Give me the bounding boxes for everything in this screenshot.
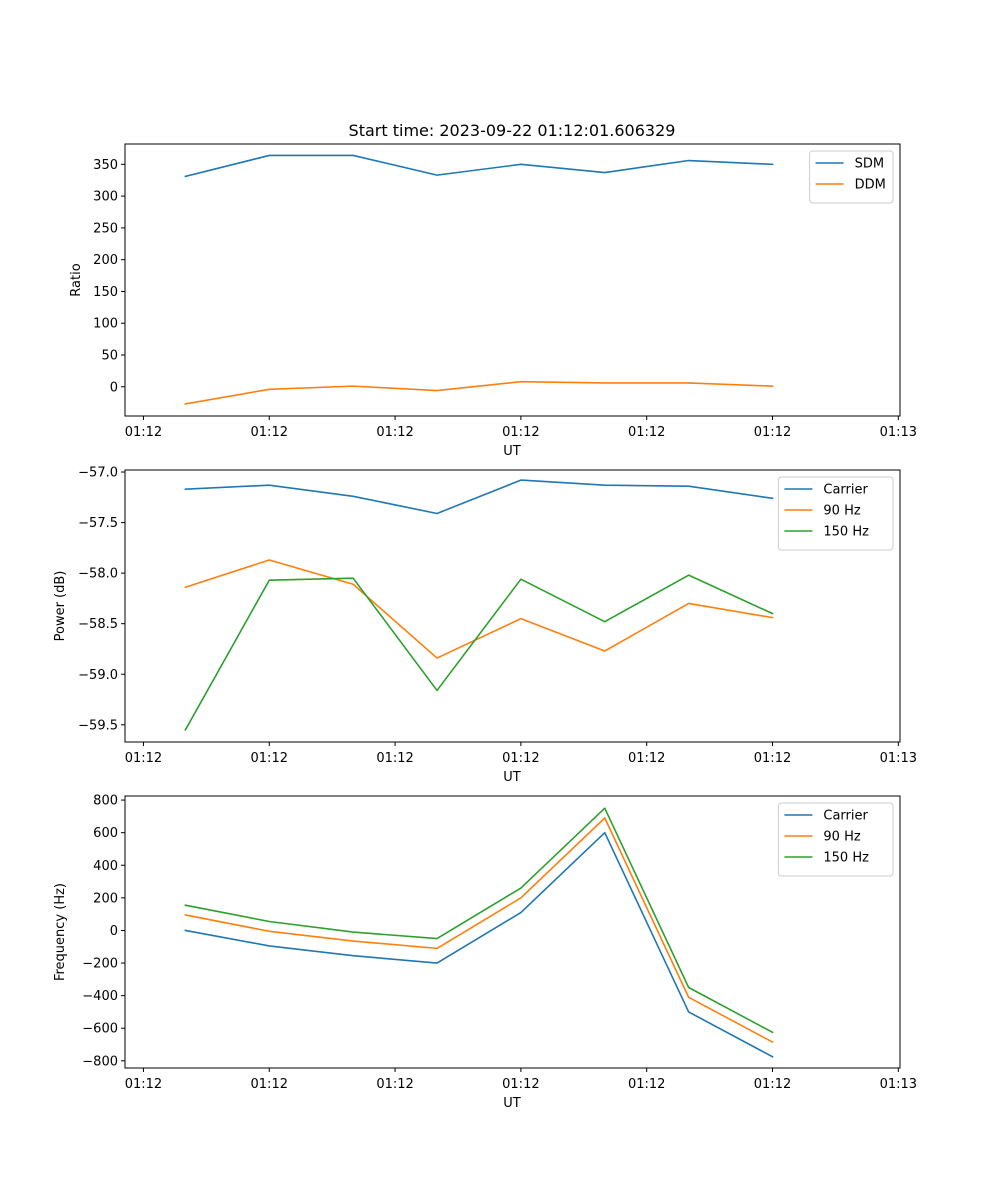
series-line-90-hz (184, 817, 774, 1044)
x-tick-label: 01:13 (880, 1077, 917, 1092)
legend-label: 150 Hz (823, 851, 869, 866)
axes-frame (124, 143, 901, 417)
chart-title: Start time: 2023-09-22 01:12:01.606329 (349, 121, 676, 140)
x-tick-label: 01:12 (754, 1077, 791, 1092)
x-tick-label: 01:12 (502, 425, 539, 440)
y-tick-label: 200 (93, 891, 118, 906)
y-tick-label: −57.0 (78, 466, 118, 481)
x-tick-label: 01:12 (628, 751, 665, 766)
y-tick-label: 300 (93, 190, 118, 205)
subplots: 01:12 01:12 01:12 01:12 01:12 01:12 01:13 0 50 10… (53, 143, 917, 1111)
legend: Carrier 90 Hz 150 Hz (777, 802, 894, 877)
x-tick-label: 01:12 (502, 751, 539, 766)
legend-label: 90 Hz (823, 830, 860, 845)
x-tick-label: 01:12 (628, 1077, 665, 1092)
y-tick-label: 400 (93, 859, 118, 874)
x-tick-label: 01:12 (754, 425, 791, 440)
y-tick-label: −58.0 (78, 567, 118, 582)
x-tick-label: 01:12 (251, 425, 288, 440)
x-tick-label: 01:12 (376, 425, 413, 440)
x-tick-label: 01:13 (880, 425, 917, 440)
legend-label: 90 Hz (823, 504, 860, 519)
x-axis-label: UT (503, 770, 521, 785)
series-line-carrier (184, 479, 774, 515)
y-tick-label: −200 (82, 957, 118, 972)
y-tick-label: −59.0 (78, 668, 118, 683)
y-tick-label: 0 (110, 380, 118, 395)
y-tick-label: 100 (93, 317, 118, 332)
legend-label: Carrier (823, 809, 868, 824)
y-tick-label: 350 (93, 158, 118, 173)
y-tick-label: −57.5 (78, 516, 118, 531)
y-tick-label: 600 (93, 826, 118, 841)
series-line-sdm (184, 154, 774, 178)
x-tick-label: 01:12 (251, 1077, 288, 1092)
y-axis-label: Power (dB) (53, 571, 68, 642)
subplot-3: 01:12 01:12 01:12 01:12 01:12 01:12 01:13 −800 −… (53, 794, 917, 1111)
x-tick-label: 01:12 (628, 425, 665, 440)
y-tick-label: 0 (110, 924, 118, 939)
y-tick-label: −59.5 (78, 718, 118, 733)
x-tick-label: 01:12 (376, 751, 413, 766)
series-line-carrier (184, 831, 774, 1058)
series-line-ddm (184, 380, 774, 405)
legend-label: SDM (855, 157, 884, 172)
series-line-90-hz (184, 559, 774, 659)
y-axis-label: Ratio (69, 263, 84, 296)
y-axis-label: Frequency (Hz) (53, 883, 68, 981)
legend: SDM DDM (809, 150, 894, 204)
x-tick-label: 01:12 (125, 751, 162, 766)
legend-label: 150 Hz (823, 525, 869, 540)
x-tick-label: 01:12 (376, 1077, 413, 1092)
x-tick-label: 01:12 (251, 751, 288, 766)
y-tick-label: −800 (82, 1054, 118, 1069)
y-tick-label: −400 (82, 989, 118, 1004)
x-tick-label: 01:13 (880, 751, 917, 766)
axes-frame (124, 795, 901, 1069)
series-line-150-hz (184, 807, 774, 1034)
subplot-2: 01:12 01:12 01:12 01:12 01:12 01:12 01:13 −59.5… (53, 466, 917, 785)
x-axis-label: UT (503, 444, 521, 459)
y-tick-label: −600 (82, 1022, 118, 1037)
y-tick-label: 800 (93, 794, 118, 809)
y-tick-label: −58.5 (78, 617, 118, 632)
x-tick-label: 01:12 (125, 425, 162, 440)
x-tick-label: 01:12 (754, 751, 791, 766)
y-tick-label: 50 (101, 348, 118, 363)
x-axis-label: UT (503, 1096, 521, 1111)
legend-label: Carrier (823, 483, 868, 498)
series-line-150-hz (184, 574, 774, 731)
legend-box (809, 150, 894, 204)
x-tick-label: 01:12 (502, 1077, 539, 1092)
legend-label: DDM (855, 178, 886, 193)
y-tick-label: 150 (93, 285, 118, 300)
legend: Carrier 90 Hz 150 Hz (777, 476, 894, 551)
axes-frame (124, 469, 901, 743)
x-tick-label: 01:12 (125, 1077, 162, 1092)
subplot-1: 01:12 01:12 01:12 01:12 01:12 01:12 01:13 0 50 10… (69, 143, 917, 459)
y-tick-label: 250 (93, 221, 118, 236)
y-tick-label: 200 (93, 253, 118, 268)
